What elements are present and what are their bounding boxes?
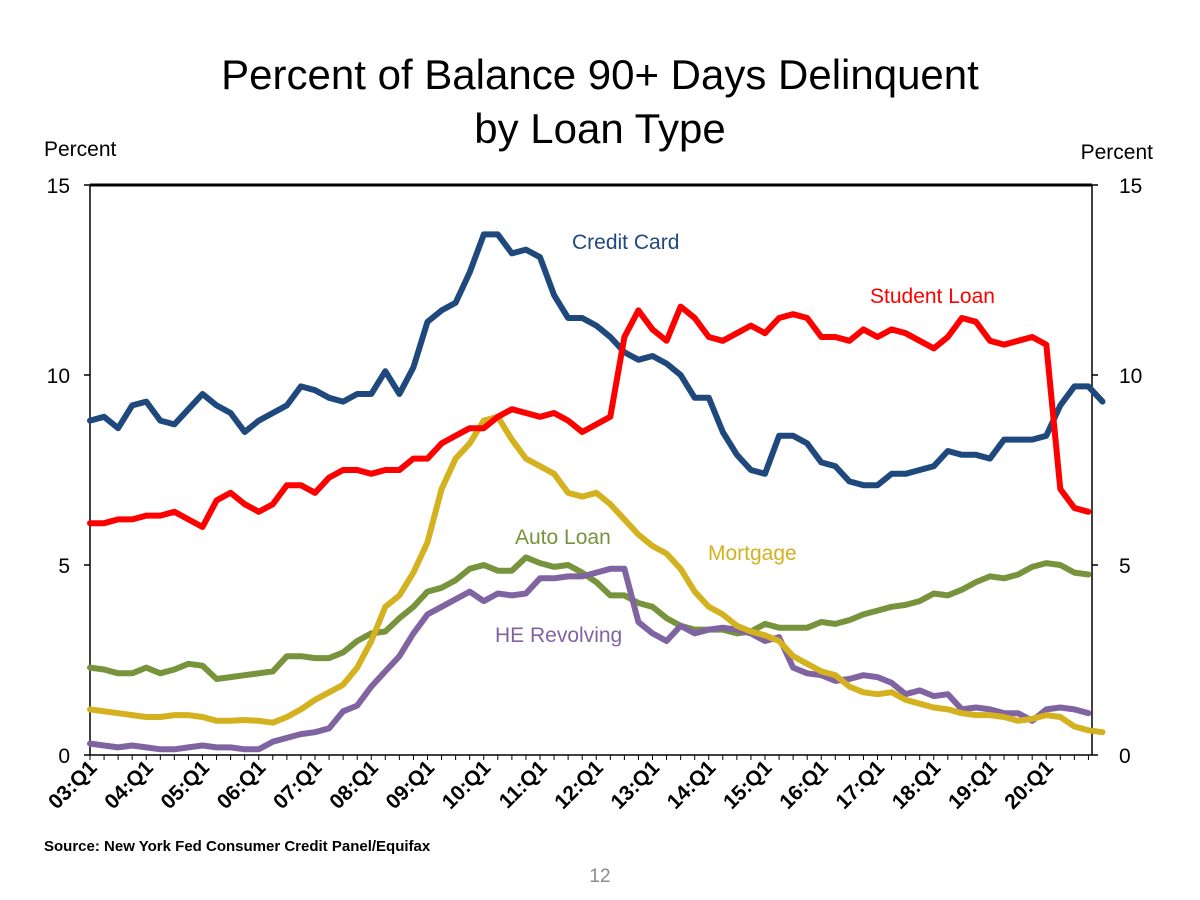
x-tick-label: 07:Q1 [269,756,327,814]
x-tick-label: 04:Q1 [100,756,158,814]
x-tick-label: 16:Q1 [775,756,833,814]
series-label-mortgage: Mortgage [708,542,797,565]
source-note: Source: New York Fed Consumer Credit Pan… [44,838,431,855]
x-tick-label: 14:Q1 [663,756,721,814]
y-tick-label-left: 10 [47,365,70,388]
series-label-auto-loan: Auto Loan [515,526,611,549]
x-tick-label: 17:Q1 [831,756,889,814]
x-tick-label: 03:Q1 [44,756,102,814]
y-axis-unit-right: Percent [1080,141,1153,164]
x-tick-label: 09:Q1 [381,756,439,814]
series-label-credit-card: Credit Card [572,231,679,254]
chart-title-line-1: Percent of Balance 90+ Days Delinquent [221,51,979,98]
x-tick-label: 13:Q1 [606,756,664,814]
x-tick-label: 05:Q1 [156,756,214,814]
y-tick-label-right: 0 [1119,745,1131,768]
series-line-he-revolving [87,565,1092,753]
chart-series-labels: Credit Card Student Loan Mortgage Auto Loan… [495,231,995,647]
series-line-student-loan [87,303,1092,530]
x-tick-label: 18:Q1 [888,756,946,814]
series-label-student-loan: Student Loan [870,285,995,308]
y-tick-label-left: 15 [47,175,70,198]
series-line-mortgage [87,413,1106,736]
x-tick-label: 10:Q1 [438,756,496,814]
series-label-he-revolving: HE Revolving [495,624,622,647]
y-tick-label-right: 10 [1119,365,1142,388]
y-tick-label-left: 5 [58,555,70,578]
y-tick-label-right: 5 [1119,555,1131,578]
y-axis-unit-left: Percent [44,138,117,161]
x-tick-label: 08:Q1 [325,756,383,814]
x-tick-label: 19:Q1 [944,756,1002,814]
x-tick-label: 11:Q1 [495,756,552,813]
x-tick-label: 20:Q1 [1000,756,1058,814]
y-tick-label-right: 15 [1119,175,1142,198]
x-tick-label: 12:Q1 [550,756,608,814]
series-line-credit-card [87,231,1106,489]
y-tick-label-left: 0 [58,745,70,768]
x-tick-label: 06:Q1 [213,756,271,814]
page-number: 12 [589,866,611,887]
x-tick-label: 15:Q1 [719,756,777,814]
chart-series-lines [87,231,1106,753]
chart-title-line-2: by Loan Type [474,105,726,152]
